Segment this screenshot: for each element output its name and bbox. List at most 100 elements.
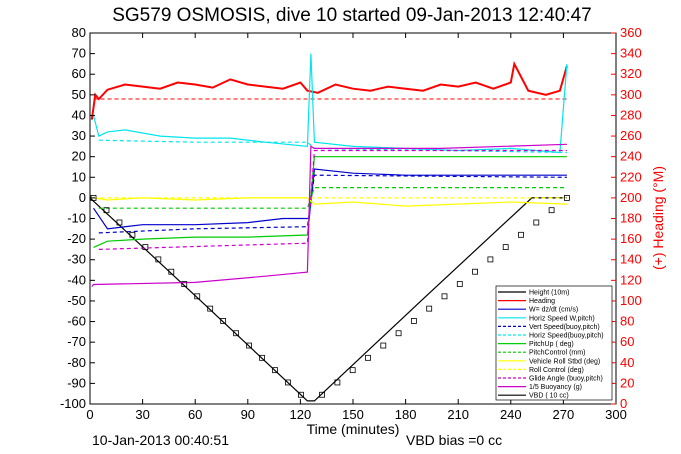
footer-date: 10-Jan-2013 00:40:51	[92, 432, 229, 448]
y-tick-label: 60	[72, 66, 86, 81]
footer-vbd-bias: VBD bias =0 cc	[406, 432, 502, 448]
x-tick-label: 90	[241, 407, 255, 422]
y-tick-label: 80	[72, 25, 86, 40]
height-marker	[426, 305, 433, 312]
y-tick-label: -30	[67, 252, 86, 267]
y-tick-label: 30	[72, 128, 86, 143]
y-tick-label: -70	[67, 334, 86, 349]
x-tick-label: 60	[188, 407, 202, 422]
x-axis-label: Time (minutes)	[307, 421, 400, 437]
y-right-tick-label: 280	[620, 107, 642, 122]
y-tick-label: 70	[72, 46, 86, 61]
y-right-tick-label: 80	[620, 314, 634, 329]
y-tick-label: 20	[72, 149, 86, 164]
y-right-tick-label: 180	[620, 211, 642, 226]
y-right-tick-label: 340	[620, 46, 642, 61]
legend-entry: PitchUp ( deg)	[529, 341, 574, 348]
legend-entry: Vehicle Roll Stbd (deg)	[529, 358, 600, 365]
height-marker	[181, 281, 188, 287]
y-right-axis-ticks: 3603403203002802602402202001801601401201…	[611, 25, 642, 411]
height-marker	[207, 305, 214, 312]
height-marker	[410, 318, 417, 324]
x-tick-label: 0	[86, 407, 93, 422]
height-marker	[116, 219, 123, 226]
legend-entry: Horiz Speed(buoy,pitch)	[529, 333, 604, 340]
legend-entry: PitchControl (mm)	[529, 350, 585, 357]
y-tick-label: -80	[67, 355, 86, 370]
height-marker	[272, 367, 278, 374]
height-marker	[155, 256, 162, 263]
height-marker	[502, 244, 509, 251]
y-right-tick-label: 260	[620, 128, 642, 143]
legend-entry: Roll Control (deg)	[529, 367, 584, 374]
height-marker	[380, 342, 387, 349]
series-line	[98, 149, 567, 250]
legend-entry: Glide Angle (buoy,pitch)	[529, 376, 603, 383]
height-marker	[548, 207, 555, 214]
legend-entry: W= dz/dt (cm/s)	[529, 307, 578, 314]
series-line	[98, 174, 567, 234]
height-marker	[533, 219, 540, 226]
series-line	[92, 53, 568, 154]
height-marker	[142, 244, 149, 251]
y-right-tick-label: 0	[620, 396, 627, 411]
height-marker	[564, 194, 570, 201]
series-line	[90, 60, 568, 120]
height-marker	[456, 281, 463, 287]
y-tick-label: 40	[72, 107, 86, 122]
y-axis-ticks: 80 70 60 50 40 30 20 10 0 -10 -20 -30 -40 -50 -60 -70 -8…	[60, 25, 95, 411]
legend-entry: 1/5 Buoyancy (g)	[529, 384, 582, 391]
legend-entry: Height (10m)	[529, 290, 569, 297]
y-right-tick-label: 320	[620, 66, 642, 81]
height-marker	[168, 268, 175, 275]
x-axis-ticks: 0 30 60 90 120 150 180 210 240 270 300	[86, 33, 627, 422]
height-marker	[220, 318, 227, 324]
y-right-tick-label: 360	[620, 25, 642, 40]
height-marker	[487, 256, 494, 263]
y-right-tick-label: 300	[620, 87, 642, 102]
y-tick-label: -40	[67, 272, 86, 287]
height-marker	[365, 354, 371, 361]
y-tick-label: 0	[79, 190, 86, 205]
chart-title: SG579 OSMOSIS, dive 10 started 09-Jan-20…	[112, 5, 592, 26]
y-tick-label: 50	[72, 87, 86, 102]
series-line	[91, 143, 567, 287]
height-marker	[103, 207, 110, 214]
y-right-axis-label: (+) Heading (°M)	[650, 166, 666, 270]
y-right-tick-label: 220	[620, 169, 642, 184]
x-tick-label: 150	[342, 407, 364, 422]
y-tick-label: 10	[72, 169, 86, 184]
x-tick-label: 300	[605, 407, 627, 422]
y-tick-label: -20	[67, 231, 86, 246]
legend-entry: Heading	[529, 298, 555, 305]
series-line	[98, 139, 567, 154]
legend-entry: Vert Speed(buoy,pitch)	[529, 324, 600, 331]
y-right-tick-label: 160	[620, 231, 642, 246]
y-tick-label: -10	[67, 211, 86, 226]
y-right-tick-label: 140	[620, 252, 642, 267]
x-tick-label: 120	[290, 407, 312, 422]
y-right-tick-label: 100	[620, 293, 642, 308]
legend-entry: Horiz Speed W,pitch)	[529, 315, 595, 322]
height-marker	[298, 391, 304, 398]
height-marker	[472, 268, 478, 275]
y-right-tick-label: 40	[620, 355, 634, 370]
height-marker	[194, 293, 201, 300]
y-tick-label: -100	[60, 396, 86, 411]
height-marker	[233, 330, 240, 337]
x-tick-label: 210	[447, 407, 469, 422]
height-marker	[395, 330, 402, 337]
y-right-tick-label: 240	[620, 149, 642, 164]
height-marker	[246, 342, 252, 349]
y-right-tick-label: 120	[620, 272, 642, 287]
series-lines	[89, 53, 570, 402]
height-marker	[259, 354, 265, 361]
x-tick-label: 180	[395, 407, 417, 422]
y-right-tick-label: 20	[620, 375, 634, 390]
height-marker	[129, 231, 136, 238]
height-marker	[319, 391, 325, 398]
height-marker	[285, 379, 291, 386]
height-marker	[441, 293, 448, 300]
x-tick-label: 270	[553, 407, 575, 422]
